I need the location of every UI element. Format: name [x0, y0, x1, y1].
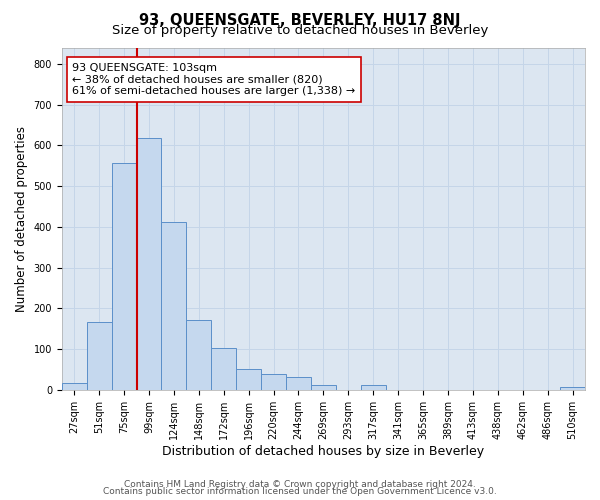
Y-axis label: Number of detached properties: Number of detached properties	[15, 126, 28, 312]
Bar	[137, 138, 161, 390]
Text: 93 QUEENSGATE: 103sqm
← 38% of detached houses are smaller (820)
61% of semi-det: 93 QUEENSGATE: 103sqm ← 38% of detached …	[72, 63, 355, 96]
Text: Contains HM Land Registry data © Crown copyright and database right 2024.: Contains HM Land Registry data © Crown c…	[124, 480, 476, 489]
Bar	[261, 374, 286, 390]
Bar	[286, 377, 311, 390]
Bar	[361, 385, 386, 390]
Text: Contains public sector information licensed under the Open Government Licence v3: Contains public sector information licen…	[103, 488, 497, 496]
Bar	[161, 222, 187, 390]
Bar	[62, 382, 86, 390]
Bar	[86, 322, 112, 390]
Bar	[112, 163, 137, 390]
Bar	[187, 320, 211, 390]
Bar	[211, 348, 236, 390]
Text: 93, QUEENSGATE, BEVERLEY, HU17 8NJ: 93, QUEENSGATE, BEVERLEY, HU17 8NJ	[139, 12, 461, 28]
X-axis label: Distribution of detached houses by size in Beverley: Distribution of detached houses by size …	[163, 444, 484, 458]
Bar	[236, 369, 261, 390]
Bar	[311, 384, 336, 390]
Bar	[560, 386, 585, 390]
Text: Size of property relative to detached houses in Beverley: Size of property relative to detached ho…	[112, 24, 488, 37]
